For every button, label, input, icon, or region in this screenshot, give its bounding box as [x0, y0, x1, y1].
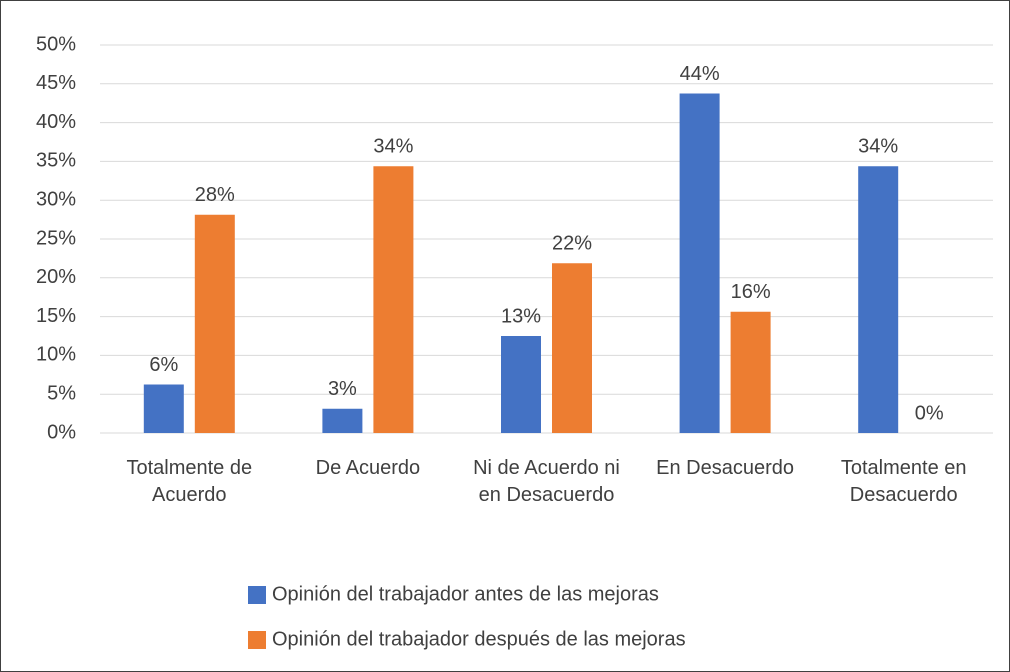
- data-label: 3%: [328, 378, 357, 400]
- data-label: 34%: [373, 136, 413, 158]
- bar: [858, 166, 899, 433]
- y-tick-label: 15%: [36, 305, 76, 327]
- y-tick-label: 45%: [36, 72, 76, 94]
- x-tick-label: Totalmente en Desacuerdo: [841, 457, 967, 506]
- bar: [730, 311, 771, 433]
- legend-label: Opinión del trabajador después de las me…: [272, 628, 686, 650]
- bar: [194, 214, 235, 433]
- x-tick-label: Ni de Acuerdo ni en Desacuerdo: [473, 457, 620, 506]
- data-label: 16%: [731, 281, 771, 303]
- y-tick-label: 10%: [36, 344, 76, 366]
- legend-swatch: [248, 586, 266, 604]
- legend-label: Opinión del trabajador antes de las mejo…: [272, 583, 659, 605]
- y-tick-label: 50%: [36, 33, 76, 55]
- x-tick-label: En Desacuerdo: [656, 457, 794, 479]
- data-label: 6%: [149, 354, 178, 376]
- x-tick-label: Totalmente de Acuerdo: [126, 457, 252, 506]
- data-label: 0%: [915, 402, 944, 424]
- bar: [501, 336, 541, 433]
- bar: [679, 93, 720, 433]
- bar: [373, 166, 414, 433]
- y-tick-label: 40%: [36, 111, 76, 133]
- data-label: 22%: [552, 233, 592, 255]
- legend-swatch: [248, 631, 266, 649]
- y-tick-label: 30%: [36, 188, 76, 210]
- y-tick-label: 0%: [47, 421, 76, 443]
- y-tick-label: 35%: [36, 150, 76, 172]
- x-tick-label: De Acuerdo: [316, 457, 421, 479]
- data-label: 44%: [680, 63, 720, 85]
- bar: [322, 408, 363, 433]
- y-tick-label: 5%: [47, 382, 76, 404]
- data-label: 28%: [195, 184, 235, 206]
- data-label: 34%: [858, 136, 898, 158]
- data-label: 13%: [501, 305, 541, 327]
- y-tick-label: 25%: [36, 227, 76, 249]
- bar: [552, 263, 592, 433]
- bar: [143, 384, 184, 433]
- y-tick-label: 20%: [36, 266, 76, 288]
